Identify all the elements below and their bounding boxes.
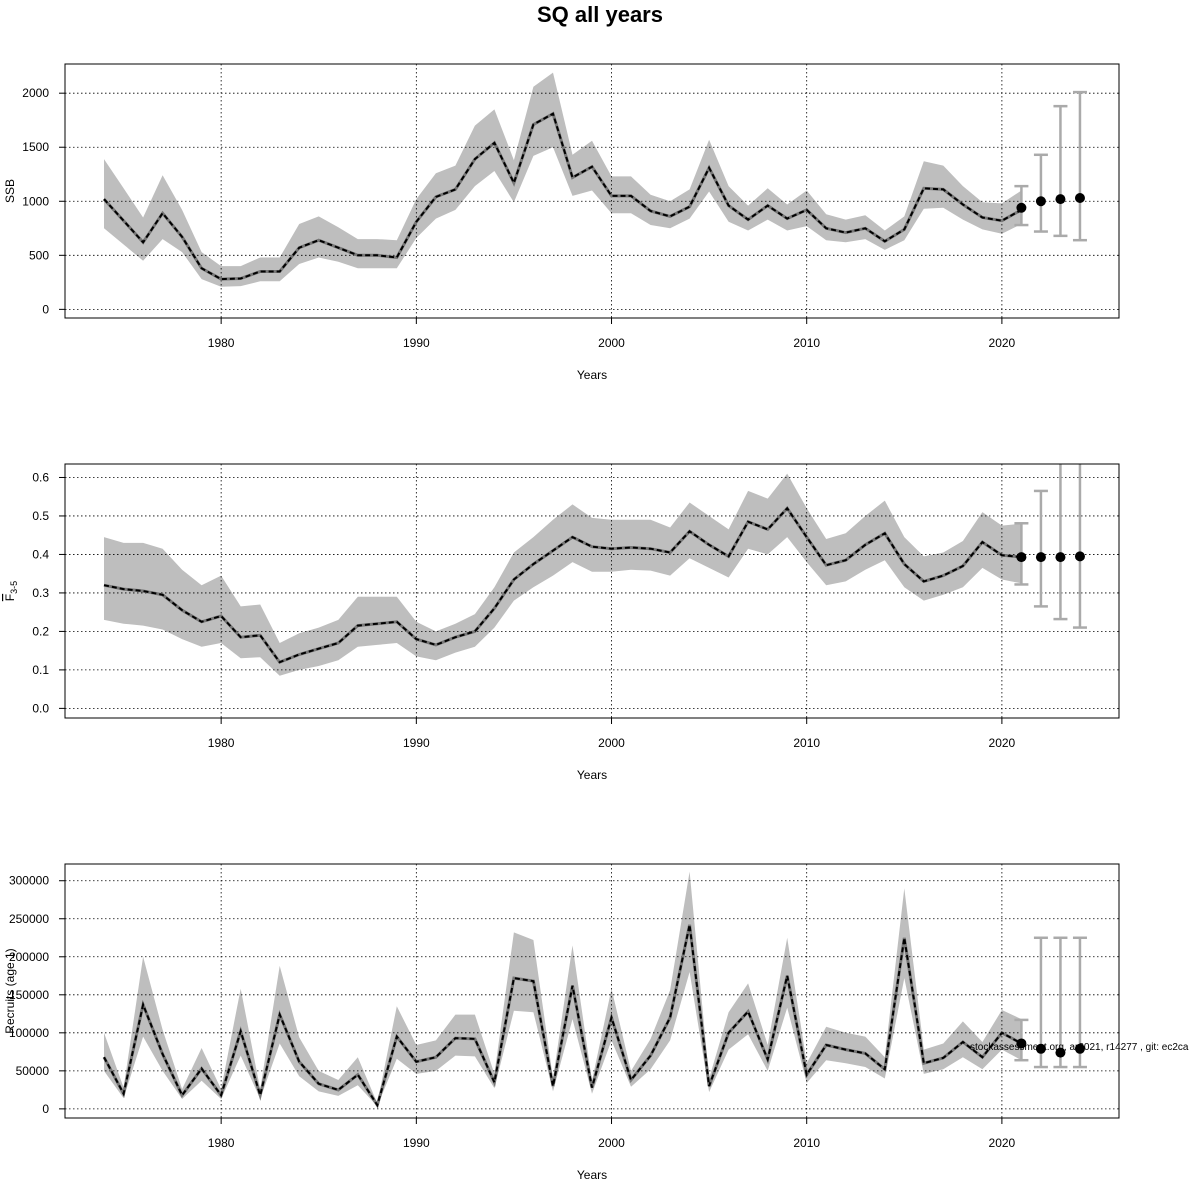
estimate-line — [103, 924, 1022, 1108]
y-axis-title-main: F — [3, 594, 17, 601]
x-tick-label: 2000 — [598, 736, 625, 750]
x-tick-label: 2010 — [793, 736, 820, 750]
confidence-band — [104, 473, 1022, 676]
forecast-point — [1035, 196, 1046, 207]
x-tick-label: 1980 — [208, 736, 235, 750]
y-tick-label: 100000 — [9, 1026, 49, 1040]
x-tick-label: 2000 — [598, 336, 625, 350]
forecast-point — [1035, 552, 1046, 563]
forecast-point — [1074, 193, 1085, 204]
y-axis-title: Recruits (age 1) — [3, 948, 17, 1033]
x-tick-label: 1980 — [208, 1136, 235, 1150]
panel-2: 1980 1990 2000 2010 2020 0.0 0.1 0.2 0.3 0.4 0.5 0.… — [3, 463, 1120, 782]
x-tick-label: 1980 — [208, 336, 235, 350]
forecast-point — [1055, 194, 1066, 205]
y-tick-label: 0.1 — [32, 663, 49, 677]
forecast-point — [1074, 551, 1085, 562]
forecast-point — [1016, 552, 1027, 563]
y-tick-label: 300000 — [9, 874, 49, 888]
y-tick-label: 50000 — [16, 1064, 50, 1078]
confidence-band — [104, 72, 1022, 287]
x-tick-label: 2020 — [989, 1136, 1016, 1150]
x-tick-label: 2020 — [989, 736, 1016, 750]
x-axis-title: Years — [577, 1168, 607, 1182]
plot-frame — [64, 863, 1120, 1119]
x-tick-label: 1990 — [403, 736, 430, 750]
y-tick-label: 150000 — [9, 988, 49, 1002]
x-tick-label: 2010 — [793, 336, 820, 350]
forecast-point — [1016, 1038, 1027, 1049]
y-axis-title: SSB — [3, 179, 17, 203]
y-tick-label: 0.0 — [32, 701, 49, 715]
y-tick-label: 0 — [42, 302, 49, 316]
x-tick-label: 2010 — [793, 1136, 820, 1150]
x-tick-label: 1990 — [403, 336, 430, 350]
plot-frame — [64, 63, 1120, 319]
y-axis-title: F3-5 — [3, 581, 19, 601]
y-tick-label: 500 — [29, 248, 49, 262]
y-tick-label: 250000 — [9, 912, 49, 926]
panel-3: 1980 1990 2000 2010 2020 0 50000 100000 150000 20… — [3, 863, 1120, 1182]
estimate-line — [103, 112, 1022, 281]
forecast-point — [1035, 1043, 1046, 1054]
confidence-band — [104, 871, 1022, 1107]
x-axis-title: Years — [577, 768, 607, 782]
x-axis-title: Years — [577, 368, 607, 382]
forecast-point — [1055, 552, 1066, 563]
panel-1: 1980 1990 2000 2010 2020 0 500 1000 1500 2000 Year… — [3, 63, 1120, 382]
y-tick-label: 0.5 — [32, 509, 49, 523]
y-tick-label: 200000 — [9, 950, 49, 964]
y-tick-label: 0.3 — [32, 586, 49, 600]
forecast-point — [1074, 1043, 1085, 1054]
forecast-point — [1016, 202, 1027, 213]
y-tick-label: 0.4 — [32, 547, 49, 561]
y-tick-label: 0.2 — [32, 624, 49, 638]
forecast-point — [1055, 1047, 1066, 1058]
x-tick-label: 1990 — [403, 1136, 430, 1150]
page-title: SQ all years — [537, 2, 663, 27]
y-tick-label: 0 — [42, 1102, 49, 1116]
y-tick-label: 1500 — [22, 140, 49, 154]
y-axis-title-subscript: 3-5 — [9, 581, 19, 594]
y-tick-label: 1000 — [22, 194, 49, 208]
plot-frame — [64, 463, 1120, 719]
estimate-line — [103, 506, 1022, 664]
y-tick-label: 0.6 — [32, 470, 49, 484]
x-tick-label: 2000 — [598, 1136, 625, 1150]
x-tick-label: 2020 — [989, 336, 1016, 350]
watermark-text: stockassessment.org, ar2021, r14277 , gi… — [970, 1042, 1189, 1053]
y-tick-label: 2000 — [22, 86, 49, 100]
